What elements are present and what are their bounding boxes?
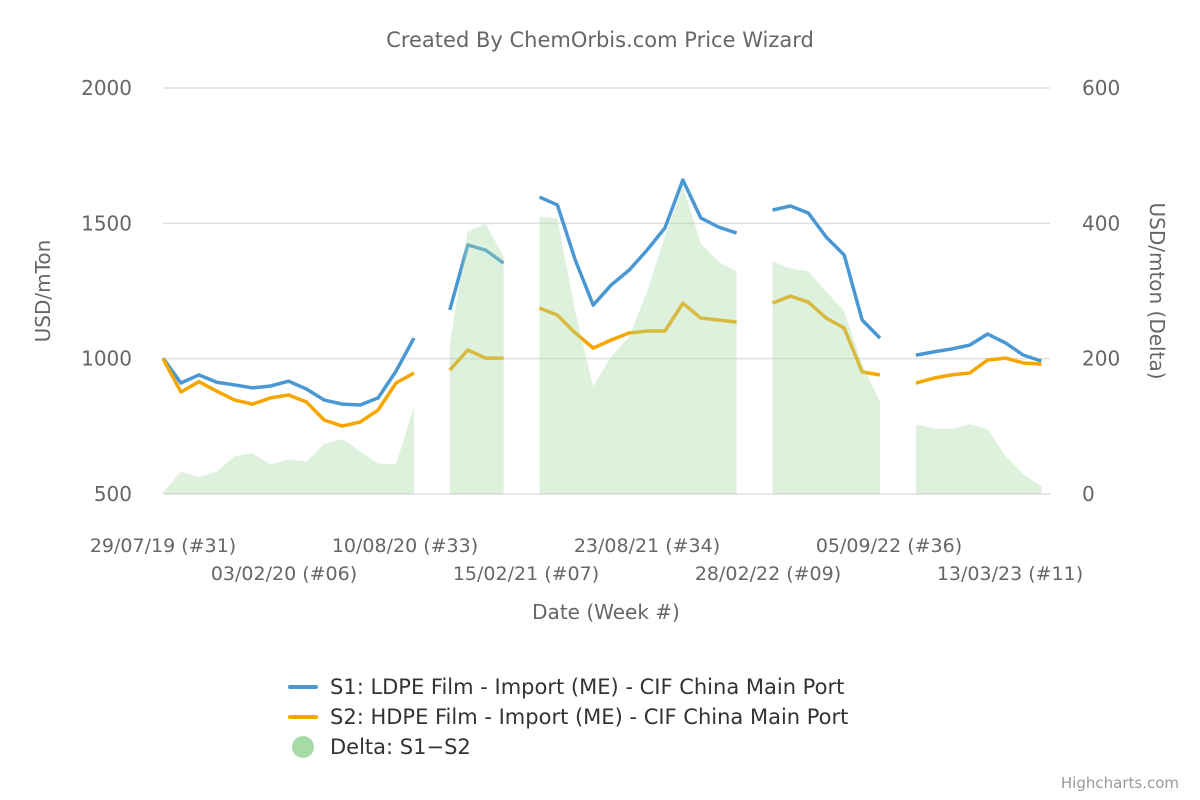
circle-swatch-icon — [292, 736, 314, 758]
series-line-s2 — [448, 348, 504, 372]
legend: S1: LDPE Film - Import (ME) - CIF China … — [288, 672, 848, 762]
delta-area — [539, 186, 737, 494]
x-tick-label: 13/03/23 (#11) — [937, 563, 1083, 585]
series-line-s2 — [161, 357, 415, 428]
series-line-s1 — [538, 178, 738, 307]
legend-item-delta[interactable]: Delta: S1−S2 — [288, 732, 848, 762]
y-tick-label-left: 1500 — [81, 211, 132, 235]
line-swatch-icon — [288, 715, 318, 719]
series-line-s1 — [915, 332, 1042, 363]
delta-area — [163, 406, 414, 494]
series-line-s1 — [448, 243, 505, 311]
series-line-s1 — [772, 204, 882, 340]
y-axis-label-left: USD/mTon — [31, 240, 55, 343]
x-axis-label: Date (Week #) — [532, 600, 680, 624]
x-tick-label: 05/09/22 (#36) — [816, 535, 962, 557]
x-tick-label: 29/07/19 (#31) — [90, 535, 236, 557]
y-tick-label-left: 1000 — [81, 347, 132, 371]
series-line-s2 — [915, 356, 1042, 385]
series-line-s2 — [538, 301, 737, 350]
y-tick-label-left: 500 — [94, 482, 132, 506]
x-tick-label: 15/02/21 (#07) — [453, 563, 599, 585]
x-tick-label: 03/02/20 (#06) — [211, 563, 357, 585]
y-tick-label-right: 600 — [1082, 76, 1120, 100]
delta-area — [449, 224, 504, 494]
legend-item-s2[interactable]: S2: HDPE Film - Import (ME) - CIF China … — [288, 702, 848, 732]
x-tick-label: 28/02/22 (#09) — [695, 563, 841, 585]
y-tick-label-right: 0 — [1082, 482, 1095, 506]
series-line-s2 — [771, 294, 881, 377]
chart-title: Created By ChemOrbis.com Price Wizard — [386, 28, 814, 52]
line-swatch-icon — [288, 685, 318, 689]
legend-label: S1: LDPE Film - Import (ME) - CIF China … — [330, 675, 845, 699]
y-tick-label-left: 2000 — [81, 76, 132, 100]
legend-item-s1[interactable]: S1: LDPE Film - Import (ME) - CIF China … — [288, 672, 848, 702]
delta-area — [915, 424, 1042, 494]
legend-label: S2: HDPE Film - Import (ME) - CIF China … — [330, 705, 849, 729]
series-line-s1 — [161, 337, 416, 407]
x-tick-label: 10/08/20 (#33) — [332, 535, 478, 557]
legend-label: Delta: S1−S2 — [330, 735, 471, 759]
delta-area — [772, 261, 881, 494]
y-tick-label-right: 200 — [1082, 347, 1120, 371]
credits-link[interactable]: Highcharts.com — [1060, 774, 1179, 792]
y-tick-label-right: 400 — [1082, 211, 1120, 235]
x-tick-label: 23/08/21 (#34) — [574, 535, 720, 557]
y-axis-label-right: USD/mton (Delta) — [1145, 202, 1169, 379]
